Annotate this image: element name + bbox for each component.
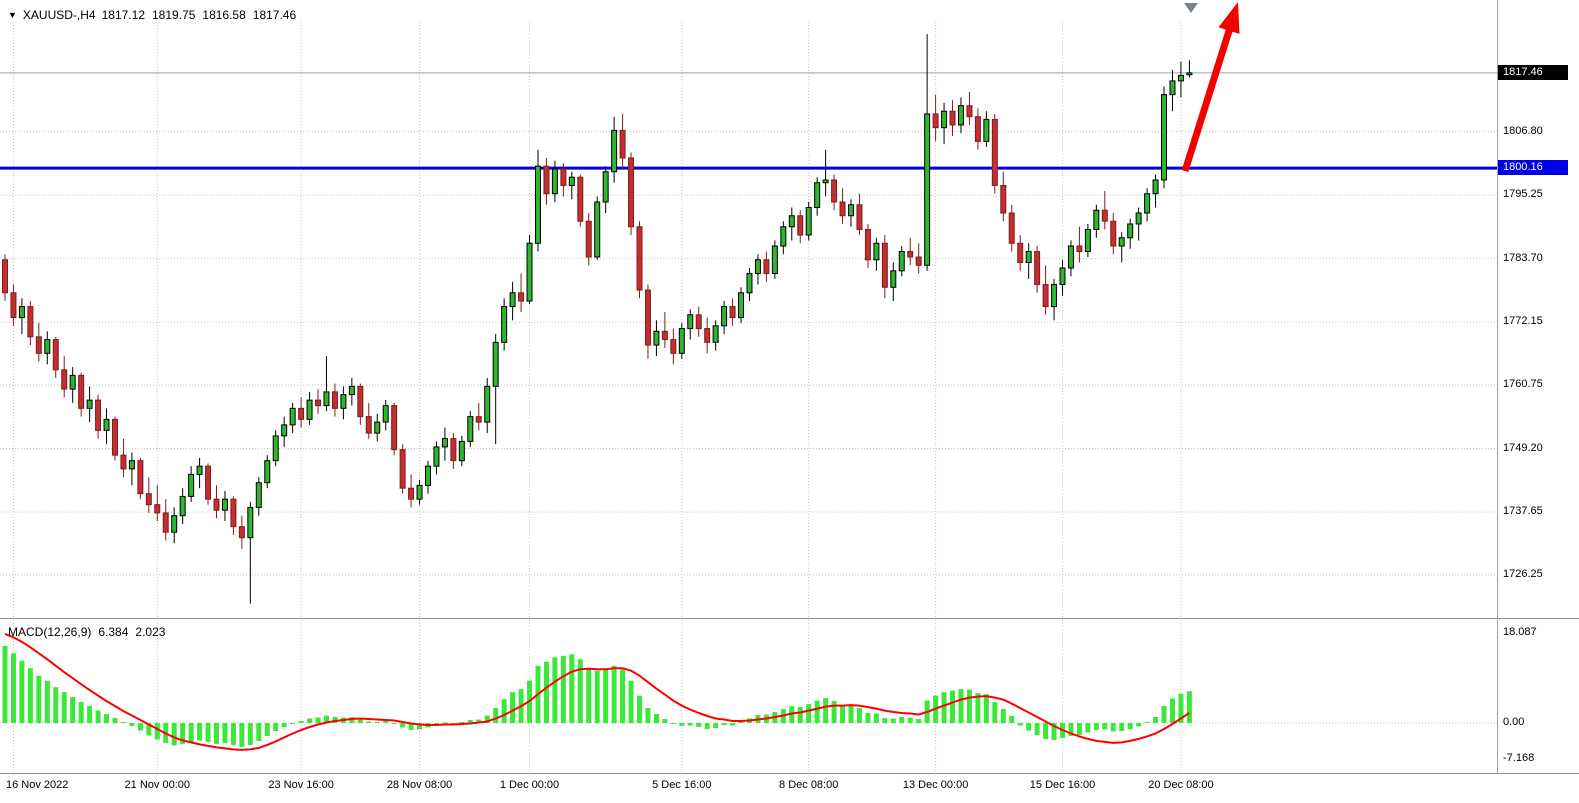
macd-axis-label: -7.168: [1503, 751, 1535, 764]
object-anchor-triangle-icon[interactable]: [1184, 3, 1198, 13]
time-axis-label: 1 Dec 00:00: [499, 779, 560, 791]
time-axis-label: 21 Nov 00:00: [124, 779, 190, 791]
time-axis-label: 23 Nov 16:00: [268, 779, 334, 791]
symbol-dropdown-icon[interactable]: ▼: [8, 9, 17, 20]
price-axis-label: 1726.25: [1503, 567, 1543, 580]
time-axis[interactable]: 16 Nov 2022 21 Nov 00:00 23 Nov 16:00 28 No…: [0, 774, 1579, 803]
ohlc-close: 1817.46: [252, 8, 297, 22]
macd-header: MACD(12,26,9) 6.384 2.023: [8, 625, 165, 639]
macd-canvas[interactable]: [0, 620, 1497, 772]
price-axis-label: 1760.75: [1503, 377, 1543, 390]
macd-axis-scale[interactable]: 18.087 0.00 -7.168: [1497, 620, 1579, 773]
time-axis-label: 13 Dec 00:00: [902, 779, 969, 791]
macd-title: MACD(12,26,9): [8, 625, 92, 639]
time-axis-label: 28 Nov 08:00: [386, 779, 453, 791]
panel-separator[interactable]: [0, 618, 1579, 619]
time-axis-label: 16 Nov 2022: [6, 779, 69, 791]
price-axis-scale[interactable]: 1817.46 1800.16 1806.80 1795.25 1783.70 177…: [1497, 0, 1579, 618]
hline-price-tag: 1800.16: [1498, 160, 1568, 176]
macd-axis-label: 0.00: [1503, 716, 1525, 728]
time-axis-label: 20 Dec 08:00: [1148, 779, 1214, 791]
macd-histogram: [2, 645, 1192, 747]
chart-annotations[interactable]: [1181, 2, 1240, 172]
time-axis-label: 5 Dec 16:00: [652, 779, 712, 791]
price-axis-label: 1749.20: [1503, 441, 1543, 454]
price-axis-label: 1806.80: [1503, 124, 1543, 137]
price-axis-label: 1783.70: [1503, 251, 1543, 264]
ohlc-header: ▼ XAUUSD-,H4 1817.12 1819.75 1816.58 181…: [8, 8, 296, 22]
macd-main-value: 6.384: [98, 625, 129, 639]
symbol-period-label: XAUUSD-,H4: [22, 8, 96, 22]
candlestick-series: [2, 34, 1193, 604]
ohlc-open: 1817.12: [101, 8, 145, 22]
ohlc-low: 1816.58: [202, 8, 246, 22]
price-axis-label: 1772.15: [1503, 315, 1543, 328]
price-gridlines: [0, 22, 1497, 618]
price-axis-label: 1795.25: [1503, 188, 1543, 201]
axis-separator: [0, 773, 1579, 774]
macd-signal-value: 2.023: [135, 625, 166, 639]
macd-signal-line: [4, 632, 1190, 751]
price-axis-label: 1737.65: [1503, 505, 1543, 518]
macd-axis-label: 18.087: [1503, 625, 1537, 638]
time-axis-label: 8 Dec 08:00: [779, 779, 839, 791]
price-chart-canvas[interactable]: [0, 0, 1497, 618]
ohlc-high: 1819.75: [152, 8, 196, 22]
time-axis-label: 15 Dec 16:00: [1029, 779, 1096, 791]
macd-panel[interactable]: MACD(12,26,9) 6.384 2.023: [0, 620, 1497, 772]
bid-price-tag: 1817.46: [1498, 64, 1568, 80]
price-chart-panel[interactable]: ▼ XAUUSD-,H4 1817.12 1819.75 1816.58 181…: [0, 0, 1497, 618]
trend-arrow[interactable]: [1181, 2, 1240, 172]
